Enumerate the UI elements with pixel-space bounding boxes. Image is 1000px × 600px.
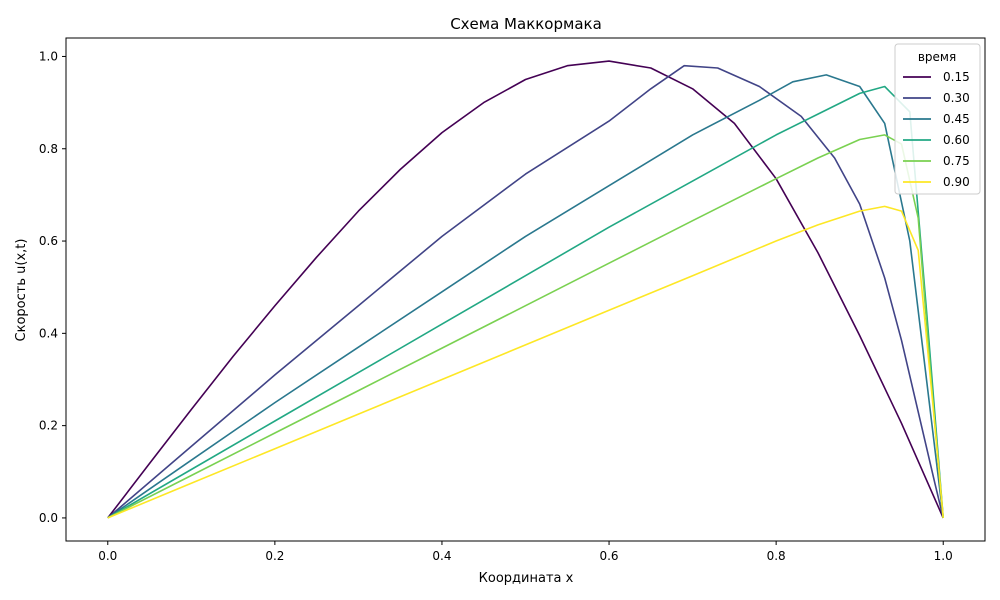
legend-entry: 0.45 <box>943 112 970 126</box>
y-tick-label: 1.0 <box>39 49 58 63</box>
y-tick-label: 0.2 <box>39 419 58 433</box>
legend-entry: 0.30 <box>943 91 970 105</box>
y-tick-label: 0.8 <box>39 142 58 156</box>
series-line-0.15 <box>107 60 944 519</box>
x-tick-label: 0.6 <box>599 549 618 563</box>
legend-entry: 0.15 <box>943 70 970 84</box>
series-line-0.30 <box>107 64 944 519</box>
plot-area <box>65 37 986 542</box>
x-tick-label: 0.2 <box>265 549 284 563</box>
series-line-0.90 <box>107 205 944 519</box>
y-tick-label: 0.0 <box>39 511 58 525</box>
x-axis: 0.0 0.2 0.4 0.6 0.8 1.0 <box>98 541 953 563</box>
legend-entry: 0.75 <box>943 154 970 168</box>
legend: время 0.15 0.30 0.45 0.60 0.75 0.90 <box>894 43 981 195</box>
chart-title: Схема Маккормака <box>450 15 602 33</box>
series-line-0.60 <box>107 85 944 519</box>
legend-entry: 0.60 <box>943 133 970 147</box>
x-tick-label: 0.4 <box>432 549 451 563</box>
y-tick-label: 0.4 <box>39 326 58 340</box>
x-tick-label: 0.8 <box>767 549 786 563</box>
y-axis: 0.0 0.2 0.4 0.6 0.8 1.0 <box>39 49 66 525</box>
x-tick-label: 0.0 <box>98 549 117 563</box>
series-line-0.45 <box>107 74 944 519</box>
x-tick-label: 1.0 <box>934 549 953 563</box>
legend-entry: 0.90 <box>943 175 970 189</box>
series-layer <box>107 60 944 519</box>
y-tick-label: 0.6 <box>39 234 58 248</box>
x-axis-label: Координата x <box>479 571 574 586</box>
series-line-0.75 <box>107 134 944 519</box>
y-axis-label: Скорость u(x,t) <box>14 239 29 342</box>
legend-box <box>894 43 981 195</box>
legend-title: время <box>918 50 956 64</box>
